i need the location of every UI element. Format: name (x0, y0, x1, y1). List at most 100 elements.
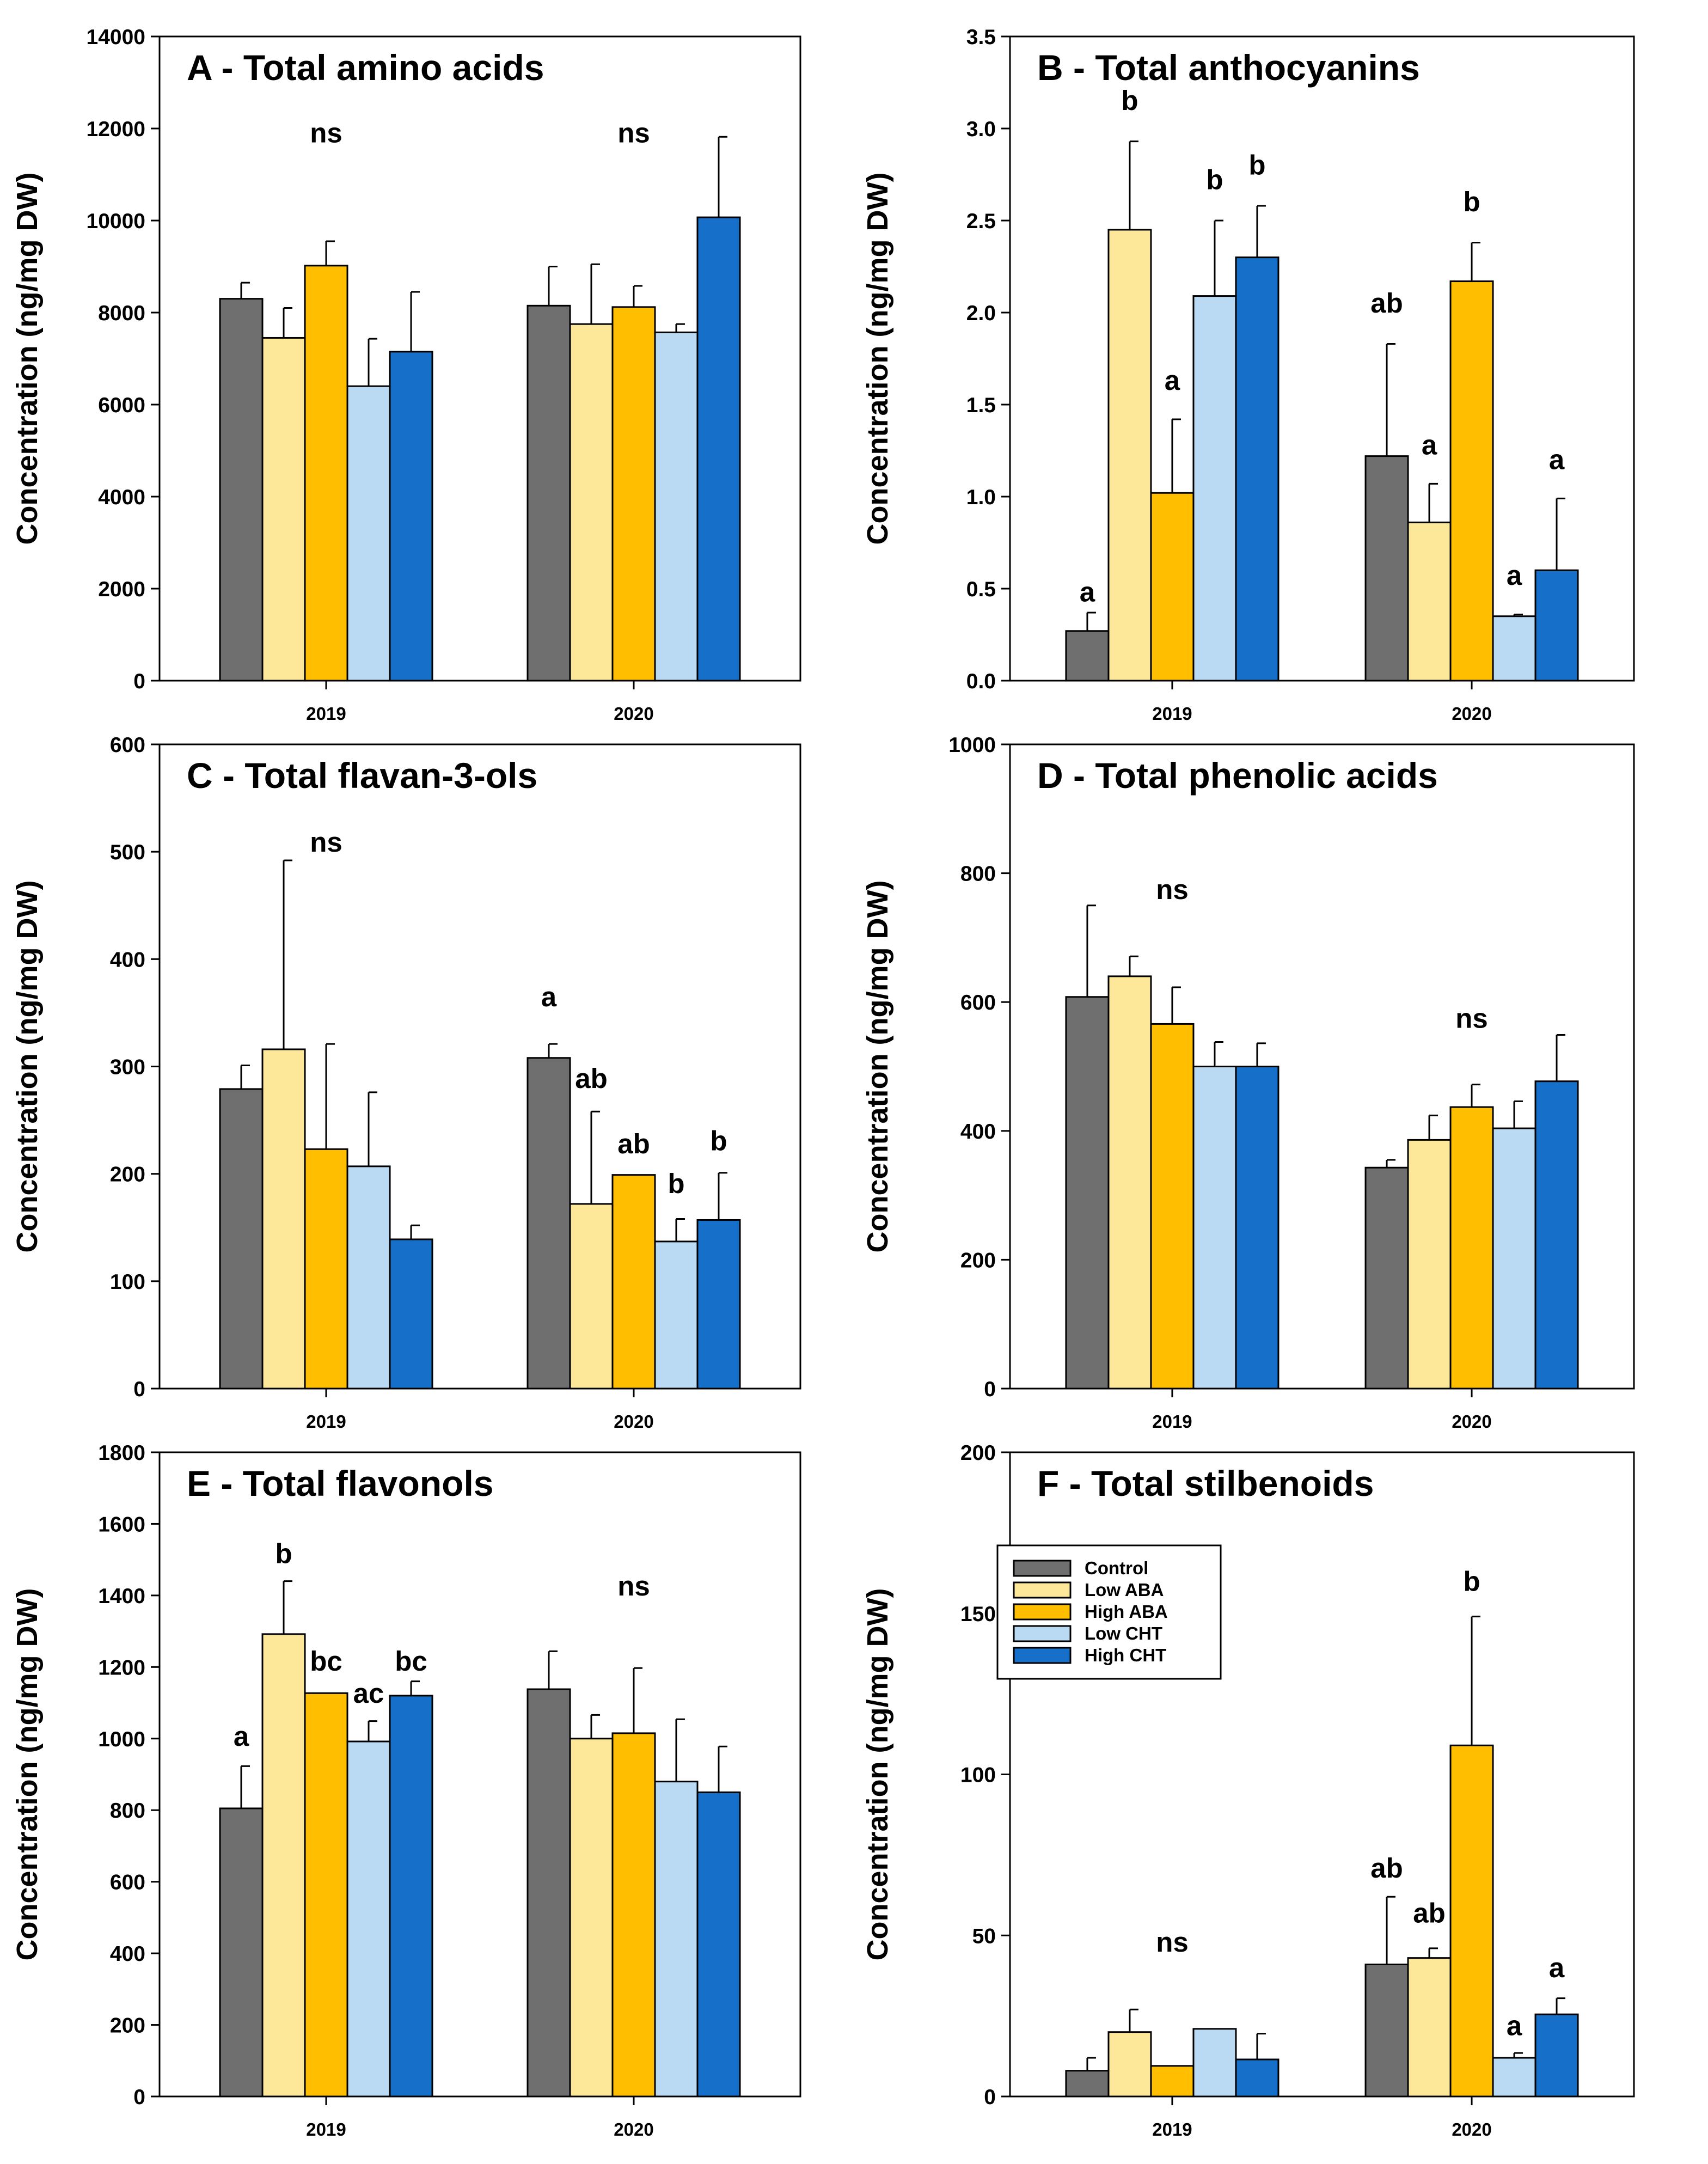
bar-high-cht-2020 (696, 1219, 741, 1390)
bar-control-2020 (1364, 1166, 1409, 1390)
y-axis-label: Concentration (ng/mg DW) (11, 881, 44, 1253)
legend-swatch (1013, 1581, 1072, 1599)
bar-low-aba-2019 (261, 1048, 306, 1390)
significance-label: b (275, 1538, 292, 1569)
y-tick-label: 1600 (98, 1513, 145, 1536)
bar-low-aba-2020 (1407, 521, 1452, 682)
y-tick-label: 100 (110, 1270, 145, 1294)
significance-label: b (1463, 186, 1480, 217)
bar-control-2019 (1065, 2070, 1110, 2098)
bar-low-cht-2019 (346, 385, 391, 682)
y-tick-label: 2000 (98, 578, 145, 601)
bar-control-2019 (219, 1807, 264, 2098)
bar-low-cht-2020 (654, 1240, 699, 1390)
significance-label: a (1507, 2010, 1522, 2041)
bar-high-cht-2019 (389, 1695, 433, 2098)
bar-high-cht-2020 (1534, 2013, 1579, 2098)
panel-d: 0 200 400 600 800 1000 2019 2020 ns ns D - Total p… (861, 733, 1635, 1432)
significance-label: a (1080, 577, 1095, 608)
panel-e: 0 200 400 600 800 1000 1200 1400 1600 1800 2019 202… (11, 1441, 801, 2139)
y-tick-label: 500 (110, 841, 145, 864)
bar-low-cht-2020 (654, 331, 699, 682)
bar-high-cht-2020 (696, 216, 741, 682)
y-tick-label: 400 (110, 1942, 145, 1966)
significance-label: bc (310, 1646, 342, 1677)
x-tick-label: 2019 (1152, 2119, 1192, 2139)
y-tick-label: 10000 (87, 210, 145, 233)
y-tick-label: 400 (110, 948, 145, 971)
bar-low-cht-2019 (346, 1740, 391, 2098)
legend-label: Low ABA (1085, 1580, 1164, 1600)
x-tick-label: 2019 (1152, 704, 1192, 724)
y-tick-label: 0 (984, 1378, 996, 1401)
bar-high-cht-2020 (1534, 1080, 1579, 1390)
bar-high-aba-2019 (1150, 492, 1195, 682)
significance-label: ns (617, 1570, 650, 1601)
bar-high-cht-2020 (1534, 569, 1579, 682)
panel-title: E - Total flavonols (187, 1463, 493, 1503)
y-tick-label: 800 (960, 863, 996, 886)
bar-high-aba-2019 (304, 1692, 348, 2098)
plot-frame (158, 35, 801, 682)
bar-low-cht-2020 (654, 1781, 699, 2098)
y-axis-label: Concentration (ng/mg DW) (861, 173, 894, 545)
panel-title: B - Total anthocyanins (1037, 47, 1420, 88)
y-tick-label: 400 (960, 1120, 996, 1144)
y-tick-label: 14000 (87, 26, 145, 49)
y-tick-label: 3.5 (966, 26, 996, 49)
legend-label: High CHT (1085, 1645, 1166, 1665)
y-tick-label: 1200 (98, 1656, 145, 1679)
bar-low-aba-2019 (1107, 229, 1152, 682)
bar-control-2020 (527, 304, 571, 682)
bar-high-aba-2020 (1449, 280, 1494, 682)
bar-low-aba-2020 (1407, 1139, 1452, 1390)
y-axis-label: Concentration (ng/mg DW) (11, 1588, 44, 1961)
bar-control-2019 (1065, 996, 1110, 1390)
bar-low-aba-2019 (1107, 975, 1152, 1390)
significance-label: b (1121, 85, 1138, 116)
bar-control-2019 (219, 1088, 264, 1390)
significance-label: b (1248, 150, 1265, 181)
x-tick-label: 2019 (306, 2119, 346, 2139)
bar-high-aba-2020 (611, 306, 656, 682)
y-tick-label: 0 (133, 670, 145, 693)
bar-low-cht-2020 (1492, 615, 1536, 682)
significance-label: ab (1370, 288, 1403, 319)
significance-label: ab (617, 1128, 650, 1159)
bar-high-cht-2019 (389, 351, 433, 682)
panel-title: C - Total flavan-3-ols (187, 755, 537, 796)
plot-frame (158, 1451, 801, 2098)
panel-title: D - Total phenolic acids (1037, 755, 1438, 796)
bar-control-2020 (1364, 455, 1409, 682)
y-tick-label: 600 (110, 733, 145, 757)
y-tick-label: 4000 (98, 486, 145, 509)
significance-label: a (1422, 429, 1437, 460)
y-tick-label: 50 (972, 1924, 996, 1948)
significance-label: a (234, 1721, 249, 1752)
bar-low-aba-2019 (1107, 2031, 1152, 2098)
panel-title: F - Total stilbenoids (1037, 1463, 1374, 1503)
bar-high-cht-2019 (1235, 2058, 1280, 2098)
bar-high-aba-2019 (1150, 1023, 1195, 1390)
y-tick-label: 1400 (98, 1585, 145, 1608)
significance-label: a (1165, 365, 1180, 396)
bar-high-aba-2019 (304, 1148, 348, 1390)
y-tick-label: 0.5 (966, 578, 996, 601)
bar-control-2020 (1364, 1963, 1409, 2098)
x-tick-label: 2020 (1452, 1411, 1491, 1432)
significance-label: ns (617, 117, 650, 148)
significance-label: bc (395, 1646, 427, 1677)
bar-low-cht-2020 (1492, 1127, 1536, 1390)
y-tick-label: 0 (133, 1378, 145, 1401)
bar-low-cht-2019 (1192, 2028, 1237, 2098)
y-axis-label: Concentration (ng/mg DW) (861, 881, 894, 1253)
x-tick-label: 2020 (1452, 2119, 1491, 2139)
bar-control-2019 (219, 298, 264, 682)
legend-swatch (1013, 1625, 1072, 1642)
legend-label: Low CHT (1085, 1623, 1162, 1643)
bar-low-aba-2020 (569, 1738, 614, 2098)
significance-label: b (668, 1168, 684, 1199)
significance-label: ns (310, 827, 342, 858)
